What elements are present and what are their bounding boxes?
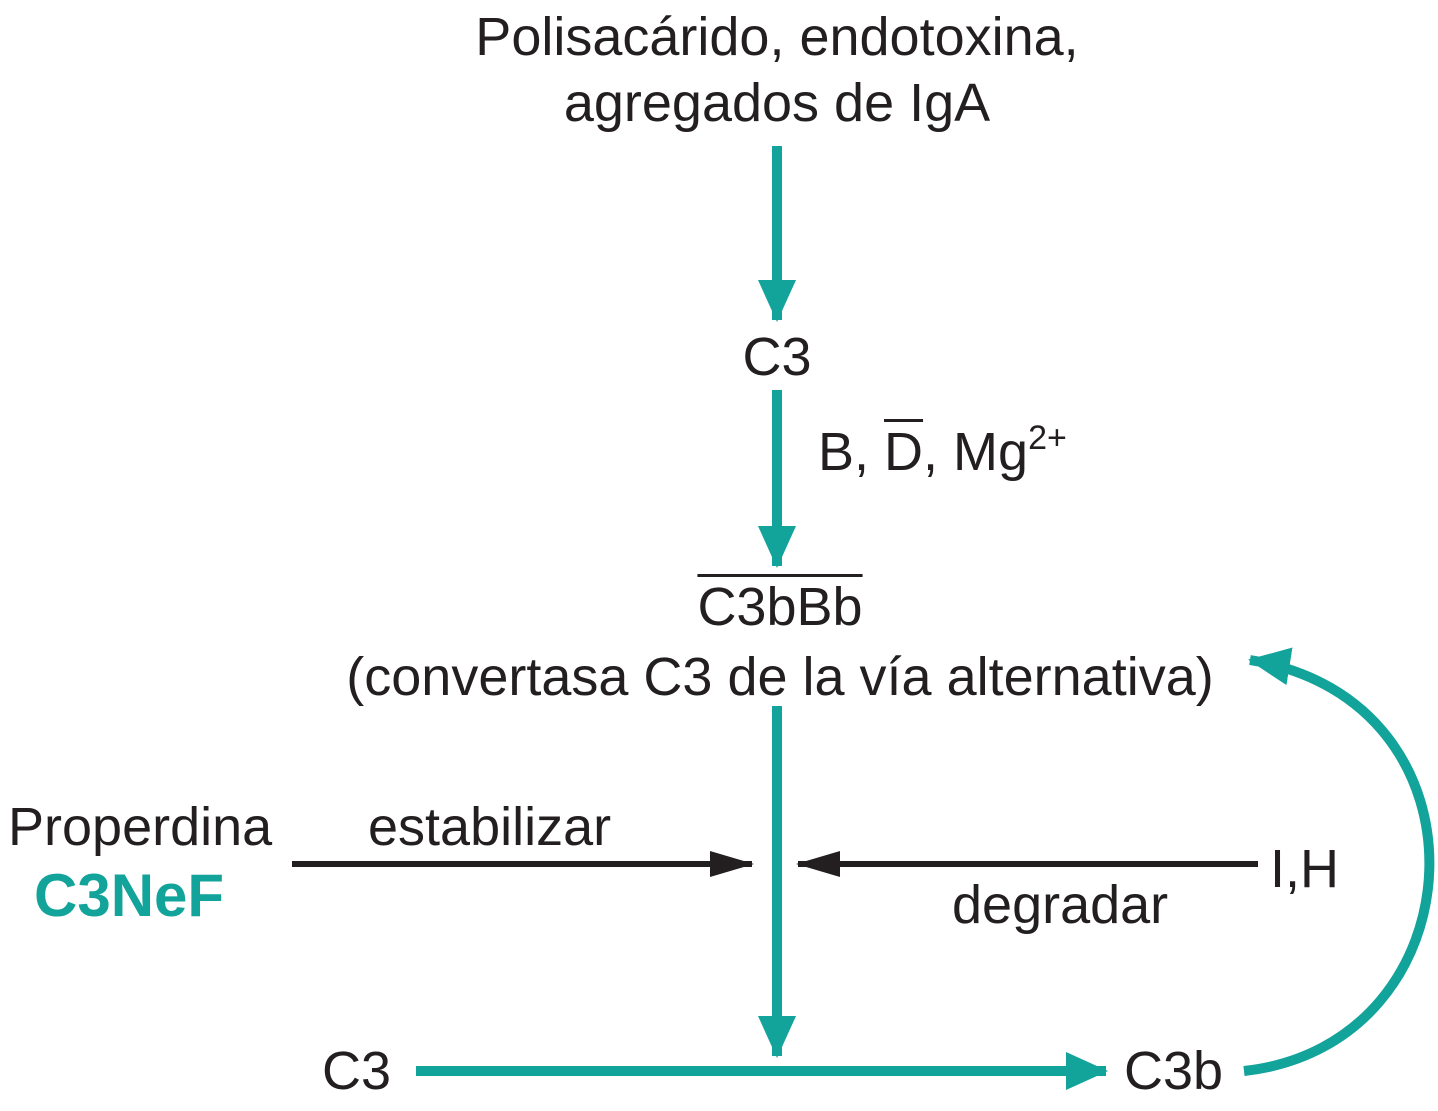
convertase-description: (convertasa C3 de la vía alternativa): [346, 647, 1214, 707]
c3nef-label: C3NeF: [34, 862, 225, 929]
stabilize-label: estabilizar: [368, 797, 612, 857]
source-label-line1: Polisacárido, endotoxina,: [475, 7, 1079, 67]
arrow-c3b-feedback: [1243, 647, 1435, 1076]
source-label-line2: agregados de IgA: [563, 73, 991, 133]
cofactor-mg-charge: 2+: [1028, 419, 1067, 457]
convertase-label: C3bBb: [580, 580, 980, 634]
cofactors-label: B, D, Mg2+: [818, 421, 1067, 482]
cofactor-d-active: D: [884, 422, 924, 482]
inhibitors-label: I,H: [1270, 839, 1340, 899]
c3b-label: C3b: [1124, 1041, 1224, 1101]
c3-bottom-label: C3: [322, 1041, 392, 1101]
cofactor-mg: , Mg: [923, 422, 1029, 482]
convertase-name: C3bBb: [697, 577, 863, 637]
properdina-label: Properdina: [8, 797, 273, 857]
cofactor-b: B,: [818, 422, 885, 482]
degrade-label: degradar: [952, 875, 1169, 935]
c3-top-label: C3: [742, 327, 812, 387]
